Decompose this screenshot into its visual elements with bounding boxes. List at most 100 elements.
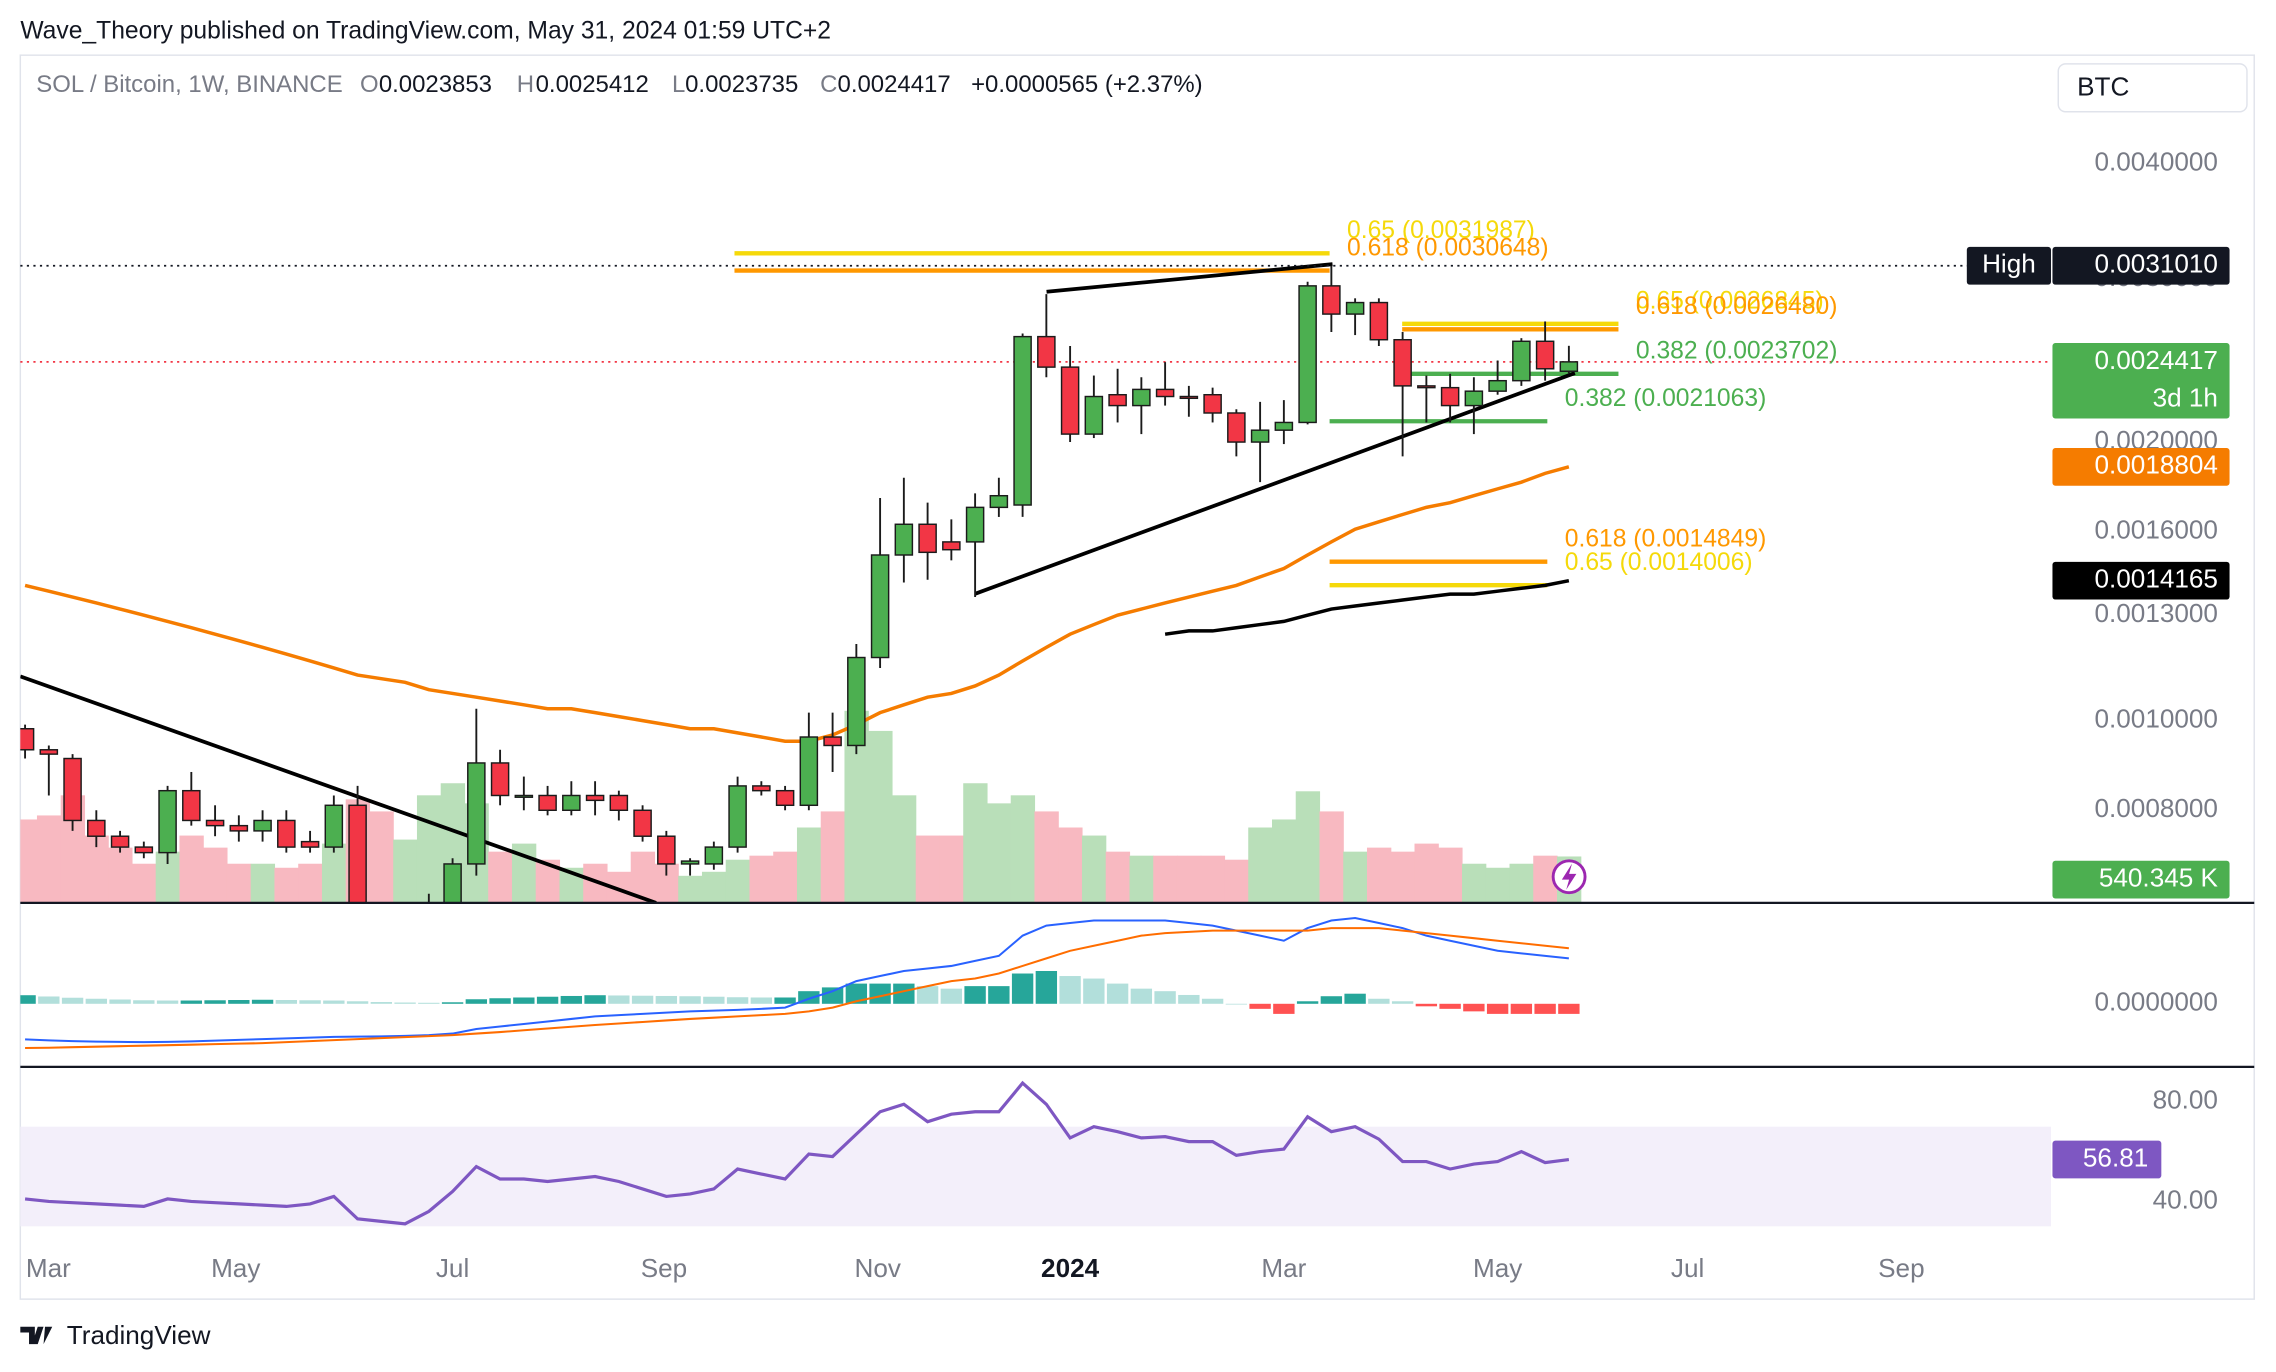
volume-bar — [1248, 827, 1273, 903]
candle-body — [1060, 366, 1080, 435]
macd-histogram-bar — [1106, 983, 1129, 1004]
trendline — [20, 674, 657, 903]
y-tick-label: 0.0008000 — [2095, 793, 2218, 823]
candle-body — [205, 819, 225, 827]
macd-histogram-bar — [275, 1000, 298, 1004]
high-tag: High — [1982, 249, 2036, 279]
macd-histogram-bar — [465, 999, 488, 1004]
candle-body — [775, 789, 795, 807]
volume-bar — [796, 827, 822, 903]
candle-body — [1559, 361, 1579, 372]
candle-body — [1227, 412, 1246, 443]
candle-body — [443, 863, 462, 903]
y-tick-label: 80.00 — [2153, 1085, 2218, 1115]
macd-histogram-bar — [180, 1000, 203, 1004]
candle-body — [1132, 388, 1151, 407]
candle-body — [847, 656, 866, 747]
volume-bar — [915, 835, 941, 903]
alert-bolt[interactable] — [1561, 863, 1577, 890]
volume-label: 540.345 K — [2099, 863, 2219, 893]
macd-histogram-bar — [228, 1000, 250, 1004]
alert-icon[interactable] — [1551, 859, 1587, 895]
volume-bar — [250, 863, 276, 903]
candle-body — [1512, 340, 1531, 382]
macd-histogram-bar — [204, 1000, 226, 1004]
x-tick-label: May — [211, 1253, 260, 1283]
volume-bar — [1105, 851, 1131, 903]
candle-body — [1013, 335, 1032, 506]
macd-histogram-bar — [703, 996, 725, 1004]
candle-body — [300, 840, 320, 848]
last-price-label: 0.0024417 — [2095, 345, 2218, 375]
volume-bar — [416, 795, 442, 903]
candle-body — [1369, 301, 1389, 341]
macd-histogram-bar — [774, 997, 796, 1004]
volume-bar — [1366, 847, 1392, 903]
y-tick-label: 0.0013000 — [2095, 598, 2218, 628]
fib-label: 0.618 (0.0014849) — [1565, 525, 1767, 552]
currency[interactable]: BTC — [2077, 71, 2129, 101]
rsi-line — [24, 1080, 1570, 1226]
volume-bar — [488, 851, 513, 903]
macd-histogram-bar — [1249, 1003, 1271, 1009]
macd-histogram-bar — [323, 1000, 345, 1004]
macd-histogram-bar — [988, 986, 1010, 1004]
macd-histogram-bar — [869, 983, 891, 1004]
candle-body — [63, 757, 82, 822]
macd-histogram-bar — [679, 996, 701, 1004]
macd-histogram-bar — [1439, 1003, 1461, 1009]
volume-bar — [108, 847, 133, 903]
macd-histogram-bar — [441, 1002, 464, 1004]
volume-bar — [1343, 851, 1368, 903]
candle-body — [1037, 335, 1056, 368]
macd-histogram-bar — [1368, 998, 1390, 1004]
volume-bar — [1129, 855, 1154, 903]
volume-bar — [1438, 847, 1463, 903]
candle-body — [942, 541, 961, 551]
publisher: Wave_Theory published on TradingView.com… — [20, 17, 831, 44]
macd-histogram-bar — [1154, 991, 1176, 1004]
symbol-row: SOL / Bitcoin, 1W, BINANCE O 0.0023853 H… — [36, 71, 1202, 98]
currency-button[interactable]: BTC — [2057, 63, 2248, 113]
volume-bar — [773, 851, 798, 903]
candle-body — [397, 919, 414, 932]
rsi-pane — [24, 1080, 1570, 1226]
fib-label: 0.65 (0.0014006) — [1565, 549, 1753, 576]
macd-histogram-bar — [109, 999, 131, 1004]
candle-body — [182, 789, 201, 822]
volume-bar — [393, 839, 418, 903]
volume-bar — [298, 863, 323, 903]
macd-histogram-bar — [133, 1000, 155, 1004]
candle-body — [110, 835, 130, 848]
volume-bar — [1461, 863, 1487, 903]
macd-histogram-bar — [346, 1001, 369, 1004]
volume-bar — [963, 783, 988, 903]
ohlc-key: H — [517, 71, 534, 98]
macd-histogram-bar — [38, 996, 60, 1004]
volume-bar — [1058, 827, 1083, 903]
macd-line — [25, 916, 1569, 1044]
macd-histogram-bar — [584, 995, 606, 1004]
macd-histogram-bar — [655, 995, 678, 1004]
macd-histogram-bar — [1510, 1003, 1533, 1014]
currency-box[interactable] — [2057, 63, 2248, 113]
ohlc-value: 0.0023735 — [685, 71, 798, 98]
candle-body — [1464, 390, 1484, 407]
volume-bar — [179, 835, 204, 903]
fib-label: 0.618 (0.0026480) — [1636, 293, 1838, 320]
volume-bar — [939, 835, 964, 903]
macd-histogram-bar — [1558, 1003, 1580, 1014]
volume-bar — [1509, 863, 1534, 903]
candle-body — [752, 785, 771, 792]
macd-histogram-bar — [370, 1002, 393, 1004]
macd-histogram-bar — [964, 986, 986, 1004]
candle-body — [1274, 421, 1294, 431]
macd-histogram-bar — [1486, 1003, 1509, 1014]
y-tick-label: 40.00 — [2153, 1184, 2218, 1214]
axes: 0.00400000.00300000.00200000.00160000.00… — [26, 146, 2218, 1283]
macd-histogram-bar — [61, 997, 84, 1004]
candle-body — [989, 494, 1009, 509]
fib-label-layer: 0.65 (0.0031987)0.618 (0.0030648) 0.65 (0… — [1347, 217, 1837, 576]
candle-body — [277, 819, 296, 848]
